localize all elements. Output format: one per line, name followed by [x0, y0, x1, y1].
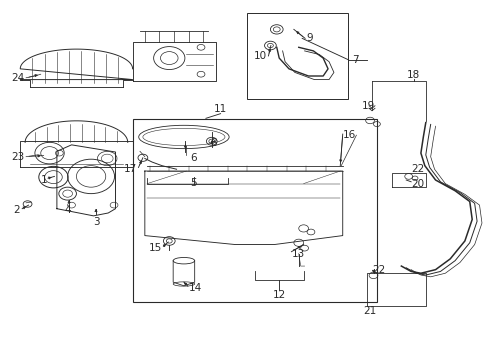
Text: 24: 24 [11, 73, 24, 83]
Text: 16: 16 [343, 130, 356, 140]
Text: 18: 18 [407, 69, 420, 80]
Bar [133, 119, 377, 302]
Text: 11: 11 [214, 104, 227, 114]
Text: 17: 17 [124, 164, 138, 174]
Text: 19: 19 [362, 102, 375, 112]
Text: 2: 2 [14, 206, 20, 216]
Text: 9: 9 [306, 33, 313, 43]
Text: 21: 21 [363, 306, 376, 316]
Text: 13: 13 [292, 248, 305, 258]
Text: 22: 22 [372, 265, 385, 275]
Text: 15: 15 [148, 243, 162, 253]
Text: 23: 23 [11, 152, 24, 162]
Text: 10: 10 [254, 51, 267, 61]
Text: 3: 3 [93, 217, 99, 226]
Text: 5: 5 [191, 178, 197, 188]
Text: 1: 1 [41, 175, 47, 185]
Text: 20: 20 [411, 179, 424, 189]
Text: 6: 6 [191, 153, 197, 163]
Text: 7: 7 [352, 55, 359, 65]
Bar [247, 13, 347, 99]
Text: 14: 14 [189, 283, 202, 293]
Text: 22: 22 [411, 164, 424, 174]
Text: 8: 8 [210, 138, 217, 148]
Text: 12: 12 [272, 291, 286, 301]
Text: 4: 4 [65, 205, 72, 215]
